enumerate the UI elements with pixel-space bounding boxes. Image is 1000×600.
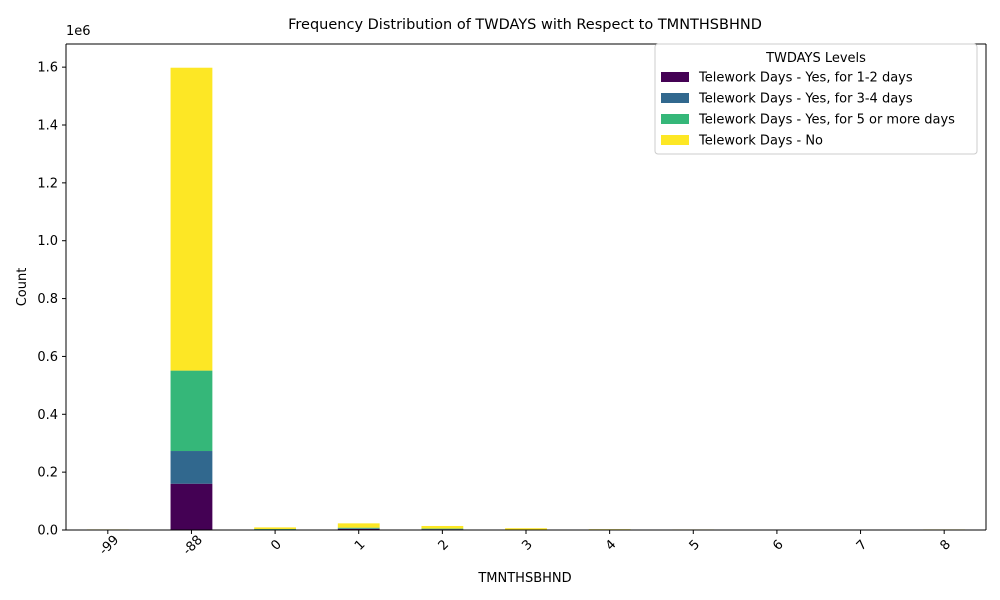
y-tick-label: 1.2 <box>37 176 58 191</box>
bar-1-series-4 <box>337 523 380 528</box>
x-axis-label: TMNTHSBHND <box>477 571 571 586</box>
y-tick-label: 1.0 <box>37 234 58 249</box>
y-tick-label: 1.4 <box>37 119 58 134</box>
x-tick-label--88: -88 <box>180 533 206 559</box>
bar--88-series-2 <box>170 451 213 484</box>
bar--88-series-1 <box>170 483 213 530</box>
legend: TWDAYS Levels Telework Days - Yes, for 1… <box>654 43 978 155</box>
legend-label-3: Telework Days - Yes, for 5 or more days <box>698 113 955 128</box>
bar--88-series-3 <box>170 370 213 452</box>
bar-2-series-4 <box>421 525 464 529</box>
x-tick-label-5: 5 <box>687 537 703 553</box>
x-tick-label-3: 3 <box>519 537 535 553</box>
x-tick-label-0: 0 <box>268 537 284 553</box>
legend-swatch-3 <box>661 114 689 124</box>
y-tick-label: 0.6 <box>37 350 58 365</box>
legend-label-2: Telework Days - Yes, for 3-4 days <box>698 92 913 107</box>
legend-swatch-2 <box>661 93 689 103</box>
x-tick-label--99: -99 <box>97 533 123 559</box>
bar--88-series-4 <box>170 67 213 371</box>
y-axis: 0.0 0.2 0.4 0.6 0.8 1.0 1.2 1.4 1.6 <box>37 61 66 539</box>
legend-label-4: Telework Days - No <box>698 134 823 149</box>
x-tick-label-4: 4 <box>603 537 619 553</box>
bar-3-series-4 <box>505 528 547 530</box>
legend-label-1: Telework Days - Yes, for 1-2 days <box>698 71 913 86</box>
legend-swatch-1 <box>661 72 689 82</box>
y-axis-label: Count <box>15 268 30 307</box>
y-tick-label: 0.8 <box>37 292 58 307</box>
x-axis: -99 -88 0 1 2 3 4 5 6 7 8 <box>97 530 954 558</box>
chart-title: Frequency Distribution of TWDAYS with Re… <box>288 17 762 33</box>
x-tick-label-6: 6 <box>770 537 786 553</box>
y-tick-label: 1.6 <box>37 61 58 76</box>
bar-1-series-1 <box>337 528 380 530</box>
bar-0-series-4 <box>254 527 296 529</box>
x-tick-label-2: 2 <box>436 537 452 553</box>
legend-title: TWDAYS Levels <box>765 51 866 66</box>
y-tick-label: 0.2 <box>37 466 58 481</box>
y-tick-label: 0.0 <box>37 524 58 539</box>
x-tick-label-1: 1 <box>352 537 368 553</box>
y-offset-label: 1e6 <box>66 24 91 39</box>
x-tick-label-7: 7 <box>854 537 870 553</box>
bar-1-series-3 <box>337 527 380 529</box>
y-tick-label: 0.4 <box>37 408 58 423</box>
legend-swatch-4 <box>661 135 689 145</box>
legend-box <box>654 43 978 155</box>
x-tick-label-8: 8 <box>937 537 953 553</box>
